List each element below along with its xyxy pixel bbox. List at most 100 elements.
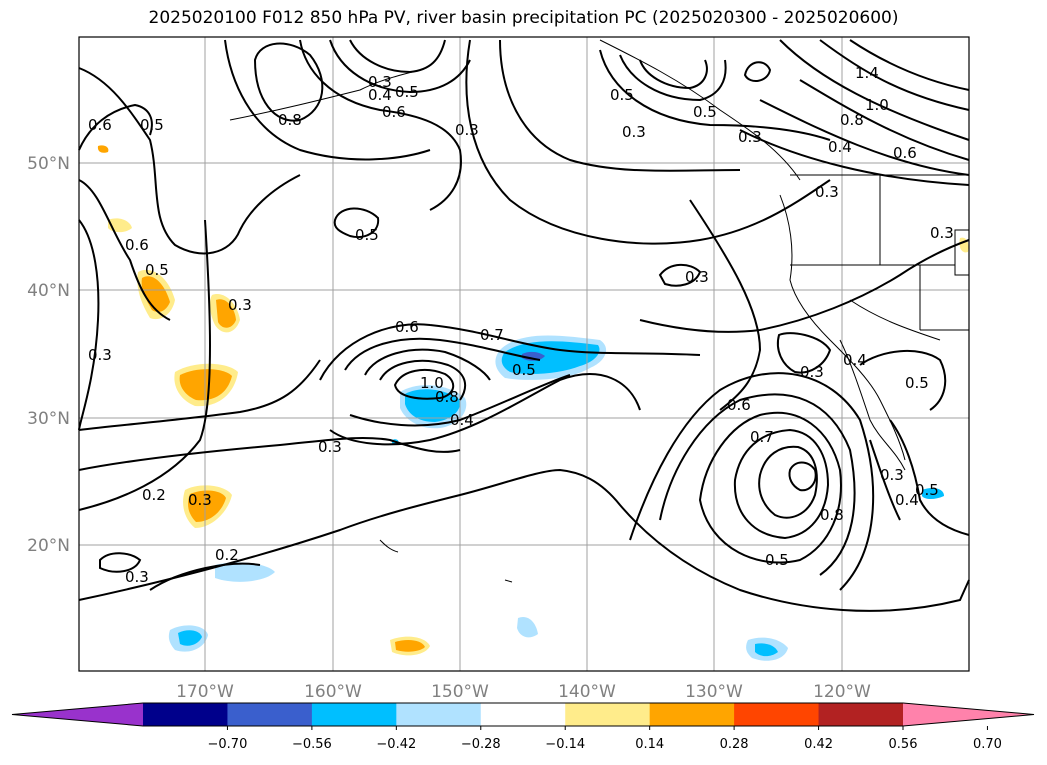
colorbar-tick-label: −0.14 [545, 737, 585, 752]
positive-patch [188, 490, 226, 522]
lon-label: 120°W [813, 682, 871, 702]
positive-patch [216, 299, 236, 328]
colorbar-extend-min [12, 703, 143, 726]
contour-label: 0.7 [750, 428, 774, 446]
colorbar-tick-label: 0.42 [804, 737, 833, 752]
contour-label: 0.4 [450, 411, 474, 429]
positive-patch [97, 145, 109, 153]
contour-label: 0.3 [318, 438, 342, 456]
contour-label: 0.3 [815, 183, 839, 201]
contour-label: 0.3 [738, 128, 762, 146]
contour-label: 0.5 [765, 551, 789, 569]
colorbar-segment [396, 703, 482, 726]
contour-label: 1.0 [420, 374, 444, 392]
contour-label: 0.5 [915, 481, 939, 499]
colorbar-tick-label: 0.70 [973, 737, 1002, 752]
contour-labels: 0.3 0.5 0.6 0.8 0.4 0.6 0.5 0.3 0.6 0.5 … [88, 64, 954, 586]
lat-label: 40°N [27, 281, 70, 301]
colorbar-tick-label: 0.56 [889, 737, 918, 752]
contour-label: 0.3 [930, 224, 954, 242]
contour-label: 0.3 [800, 363, 824, 381]
contour-label: 0.2 [142, 486, 166, 504]
positive-patch [179, 369, 232, 401]
negative-patch [922, 488, 944, 499]
contour-label: 0.6 [382, 103, 406, 121]
contour-label: 0.5 [145, 261, 169, 279]
contour-label: 0.5 [693, 103, 717, 121]
lon-label: 160°W [304, 682, 362, 702]
contour-label: 0.3 [880, 466, 904, 484]
lon-label: 140°W [558, 682, 616, 702]
positive-patch [141, 276, 170, 312]
colorbar-segment [818, 703, 904, 726]
map-frame [78, 36, 970, 672]
contour-label: 0.6 [88, 116, 112, 134]
lon-label: 130°W [685, 682, 743, 702]
positive-patch [108, 218, 132, 233]
pv-contours [78, 39, 970, 612]
colorbar-segment [649, 703, 735, 726]
lon-label: 170°W [176, 682, 234, 702]
latitude-labels: 50°N 40°N 30°N 20°N [27, 154, 70, 556]
contour-label: 0.5 [905, 374, 929, 392]
contour-label: 0.3 [125, 568, 149, 586]
colorbar-tick-label: −0.42 [376, 737, 416, 752]
colorbar-segment [565, 703, 651, 726]
contour-label: 0.5 [395, 83, 419, 101]
positive-patch [395, 639, 425, 652]
contour-label: 0.2 [215, 546, 239, 564]
contour-label: 1.4 [855, 64, 879, 82]
colorbar-segment [480, 703, 566, 726]
contour-label: 0.4 [368, 86, 392, 104]
colorbar: −0.70 −0.56 −0.42 −0.28 −0.14 0.14 0.28 0.42 0.5… [11, 702, 1035, 752]
contour-label: 0.3 [228, 296, 252, 314]
contour-label: 0.5 [355, 226, 379, 244]
colorbar-segment [227, 703, 313, 726]
contour-label: 0.4 [828, 138, 852, 156]
colorbar-tick-label: −0.70 [208, 737, 248, 752]
lat-label: 30°N [27, 409, 70, 429]
contour-label: 0.6 [125, 236, 149, 254]
contour-label: 0.3 [455, 121, 479, 139]
contour-label: 0.8 [435, 388, 459, 406]
colorbar-tick-label: 0.28 [720, 737, 749, 752]
contour-label: 0.7 [480, 326, 504, 344]
shading-layer [97, 145, 969, 661]
lat-label: 50°N [27, 154, 70, 174]
contour-label: 0.3 [188, 491, 212, 509]
negative-patch [517, 616, 538, 638]
colorbar-tick-label: −0.28 [461, 737, 501, 752]
negative-patch [178, 630, 202, 646]
longitude-labels: 170°W 160°W 150°W 140°W 130°W 120°W [176, 682, 871, 702]
negative-patch [501, 341, 600, 374]
contour-label: 0.8 [840, 111, 864, 129]
contour-label: 0.5 [610, 86, 634, 104]
colorbar-segment [734, 703, 820, 726]
contour-label: 0.4 [843, 351, 867, 369]
colorbar-tick-label: −0.56 [292, 737, 332, 752]
coastlines [229, 39, 970, 583]
contour-label: 0.4 [895, 491, 919, 509]
contour-label: 0.5 [140, 116, 164, 134]
colorbar-outline [11, 702, 1035, 727]
contour-label: 0.3 [622, 123, 646, 141]
contour-label: 0.3 [685, 268, 709, 286]
contour-label: 1.0 [865, 96, 889, 114]
contour-label: 0.3 [88, 346, 112, 364]
colorbar-segment [143, 703, 228, 726]
lon-label: 150°W [431, 682, 489, 702]
colorbar-extend-max [903, 703, 1034, 726]
contour-label: 0.8 [278, 111, 302, 129]
contour-label: 0.6 [727, 396, 751, 414]
map-title: 2025020100 F012 850 hPa PV, river basin … [148, 8, 899, 28]
contour-label: 0.6 [893, 144, 917, 162]
contour-label: 0.5 [512, 361, 536, 379]
contour-label: 0.6 [395, 318, 419, 336]
lat-label: 20°N [27, 536, 70, 556]
colorbar-tick-label: 0.14 [635, 737, 664, 752]
contour-label: 0.8 [820, 506, 844, 524]
negative-patch [215, 562, 275, 582]
colorbar-segment [311, 703, 397, 726]
contour-label: 0.3 [368, 73, 392, 91]
